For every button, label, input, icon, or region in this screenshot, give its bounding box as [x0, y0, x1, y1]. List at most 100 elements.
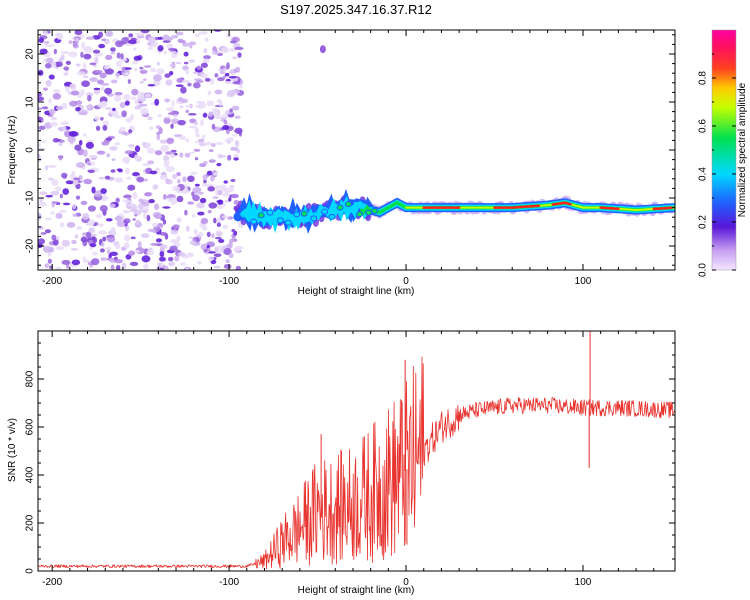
noise-blob: [211, 143, 216, 148]
noise-blob: [218, 68, 223, 72]
noise-blob: [104, 68, 114, 75]
noise-blob: [126, 176, 132, 180]
noise-blob: [157, 113, 162, 118]
noise-blob: [44, 229, 52, 234]
noise-blob: [91, 258, 100, 266]
noise-blob: [92, 251, 98, 256]
noise-blob: [106, 235, 116, 243]
noise-blob: [166, 43, 174, 50]
noise-blob: [221, 215, 230, 219]
noise-blob: [140, 30, 150, 34]
noise-blob: [71, 90, 80, 96]
noise-blob: [156, 214, 162, 220]
noise-blob: [60, 121, 70, 126]
noise-blob: [220, 65, 226, 69]
noise-blob: [83, 178, 93, 185]
colorbar: 0.0 0.2 0.4 0.6 0.8 Normalized spectral ampl…: [698, 29, 748, 277]
noise-blob: [215, 185, 222, 190]
noise-blob: [65, 60, 71, 65]
noise-blob: [112, 107, 116, 112]
noise-blob: [234, 140, 240, 147]
noise-blob: [131, 172, 140, 177]
snr-panel: -200 -100 0 100 0 200 400 600 800 Height of stra…: [7, 330, 676, 596]
noise-blob: [177, 252, 186, 257]
noise-blob: [102, 120, 109, 127]
noise-blob: [58, 155, 63, 161]
noise-blob: [92, 49, 101, 54]
noise-blob: [169, 153, 176, 159]
noise-blob: [114, 215, 123, 222]
noise-blob: [169, 71, 174, 76]
noise-blob: [169, 245, 178, 252]
noise-blob: [133, 55, 142, 61]
noise-blob: [47, 164, 57, 168]
noise-blob: [39, 48, 48, 55]
noise-blob: [58, 141, 63, 147]
y-tick-label: 10: [25, 96, 36, 108]
noise-blob: [121, 110, 127, 118]
noise-blob: [80, 88, 85, 96]
noise-blob: [173, 113, 178, 118]
figure-title: S197.2025.347.16.37.R12: [280, 2, 432, 17]
noise-blob: [208, 251, 216, 254]
noise-blob: [100, 86, 105, 91]
noise-blob: [171, 173, 178, 180]
noise-blob: [222, 202, 226, 207]
noise-blob: [105, 137, 113, 141]
noise-blob: [48, 74, 55, 80]
noise-blob: [100, 116, 104, 121]
noise-blob: [191, 214, 196, 218]
noise-blob: [228, 241, 233, 248]
noise-blob: [193, 71, 197, 75]
noise-blob: [146, 214, 151, 222]
noise-blob: [125, 254, 132, 260]
noise-blob: [99, 204, 108, 212]
noise-blob: [38, 112, 41, 117]
colorbar-tick-label: 0.6: [698, 119, 709, 133]
noise-blob: [123, 234, 131, 242]
noise-blob: [227, 137, 234, 142]
noise-blob: [140, 233, 150, 239]
noise-blob: [100, 257, 108, 262]
noise-blob: [144, 178, 148, 182]
noise-blob: [69, 100, 78, 107]
noise-blob: [80, 51, 84, 58]
ridge-blob: [371, 207, 379, 214]
noise-blob: [187, 201, 195, 205]
noise-blob: [155, 82, 161, 86]
noise-blob: [211, 50, 220, 55]
noise-blob: [238, 85, 244, 89]
noise-blob: [83, 53, 92, 60]
noise-blob: [101, 198, 107, 202]
noise-blob: [110, 79, 118, 84]
noise-blob: [165, 115, 171, 119]
noise-blob: [187, 113, 197, 116]
noise-blob: [115, 72, 121, 77]
noise-blob: [83, 46, 93, 53]
noise-blob: [116, 220, 126, 228]
noise-blob: [38, 125, 46, 131]
noise-blob: [235, 265, 241, 270]
noise-blob: [72, 203, 77, 210]
noise-blob: [91, 186, 96, 194]
noise-blob: [160, 144, 169, 152]
noise-blob: [196, 65, 202, 70]
y-tick-label: 600: [25, 418, 36, 435]
noise-blob: [39, 197, 43, 203]
noise-blob: [195, 104, 202, 109]
noise-blob: [44, 217, 53, 221]
spectrogram-data: [38, 30, 675, 270]
noise-blob: [68, 51, 78, 58]
noise-blob: [176, 171, 181, 177]
noise-blob: [116, 52, 121, 59]
noise-blob: [67, 135, 76, 143]
noise-blob: [214, 246, 219, 253]
noise-blob: [117, 169, 123, 173]
ridge-blob: [328, 213, 336, 220]
noise-blob: [71, 259, 81, 266]
noise-blob: [203, 249, 208, 252]
noise-blob: [150, 67, 157, 73]
noise-blob: [50, 116, 58, 121]
noise-blob: [114, 95, 122, 102]
noise-blob: [73, 177, 81, 181]
